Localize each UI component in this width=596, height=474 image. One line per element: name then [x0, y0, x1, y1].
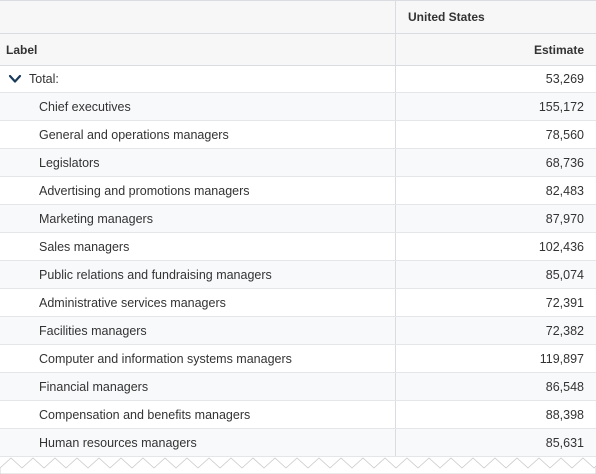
- row-label: Financial managers: [0, 373, 396, 400]
- row-value: 85,631: [545, 435, 584, 450]
- table-row[interactable]: Facilities managers 72,382: [0, 317, 596, 345]
- table-row[interactable]: Administrative services managers 72,391: [0, 289, 596, 317]
- table-row[interactable]: Financial managers 86,548: [0, 373, 596, 401]
- row-label: Legislators: [0, 149, 396, 176]
- row-value: 72,382: [545, 323, 584, 338]
- estimate-column-header[interactable]: Estimate: [533, 42, 584, 57]
- row-value: 85,074: [545, 267, 584, 282]
- table-row[interactable]: Marketing managers 87,970: [0, 205, 596, 233]
- row-label: Facilities managers: [0, 317, 396, 344]
- row-label: Human resources managers: [0, 429, 396, 456]
- table-row[interactable]: Human resources managers 85,631: [0, 429, 596, 457]
- table-row[interactable]: Advertising and promotions managers 82,48…: [0, 177, 596, 205]
- chevron-down-icon[interactable]: [8, 72, 22, 86]
- row-label: Public relations and fundraising manager…: [0, 261, 396, 288]
- row-label: Advertising and promotions managers: [0, 177, 396, 204]
- table-row[interactable]: Public relations and fundraising manager…: [0, 261, 596, 289]
- row-value: 87,970: [545, 211, 584, 226]
- row-value: 155,172: [538, 99, 584, 114]
- table-row[interactable]: Legislators 68,736: [0, 149, 596, 177]
- row-label: Administrative services managers: [0, 289, 396, 316]
- total-label-cell: Total:: [0, 66, 396, 92]
- row-value: 78,560: [545, 127, 584, 142]
- row-value: 102,436: [538, 239, 584, 254]
- total-label: Total:: [29, 72, 59, 86]
- row-value: 119,897: [539, 351, 584, 366]
- row-value: 72,391: [545, 295, 584, 310]
- table-row[interactable]: Chief executives 155,172: [0, 93, 596, 121]
- occupation-rows: Chief executives 155,172 General and opera…: [0, 93, 596, 457]
- row-value: 88,398: [545, 407, 584, 422]
- header-empty-cell: [0, 1, 396, 33]
- row-label: Marketing managers: [0, 205, 396, 232]
- table-row[interactable]: Sales managers 102,436: [0, 233, 596, 261]
- row-label: Computer and information systems manager…: [0, 345, 396, 372]
- geography-header-row: United States: [0, 0, 596, 34]
- data-table: United States Label Estimate Total: 53,2…: [0, 0, 596, 457]
- row-label: Compensation and benefits managers: [0, 401, 396, 428]
- row-label: General and operations managers: [0, 121, 396, 148]
- table-row[interactable]: Compensation and benefits managers 88,398: [0, 401, 596, 429]
- torn-edge: [0, 457, 596, 474]
- row-value: 82,483: [545, 183, 584, 198]
- total-value: 53,269: [545, 72, 584, 86]
- total-row[interactable]: Total: 53,269: [0, 66, 596, 93]
- table-row[interactable]: General and operations managers 78,560: [0, 121, 596, 149]
- row-value: 68,736: [545, 155, 584, 170]
- label-column-header[interactable]: Label: [0, 34, 396, 65]
- table-row[interactable]: Computer and information systems manager…: [0, 345, 596, 373]
- row-value: 86,548: [545, 379, 584, 394]
- column-header-row: Label Estimate: [0, 34, 596, 66]
- row-label: Sales managers: [0, 233, 396, 260]
- row-label: Chief executives: [0, 93, 396, 120]
- geography-header: United States: [408, 10, 485, 24]
